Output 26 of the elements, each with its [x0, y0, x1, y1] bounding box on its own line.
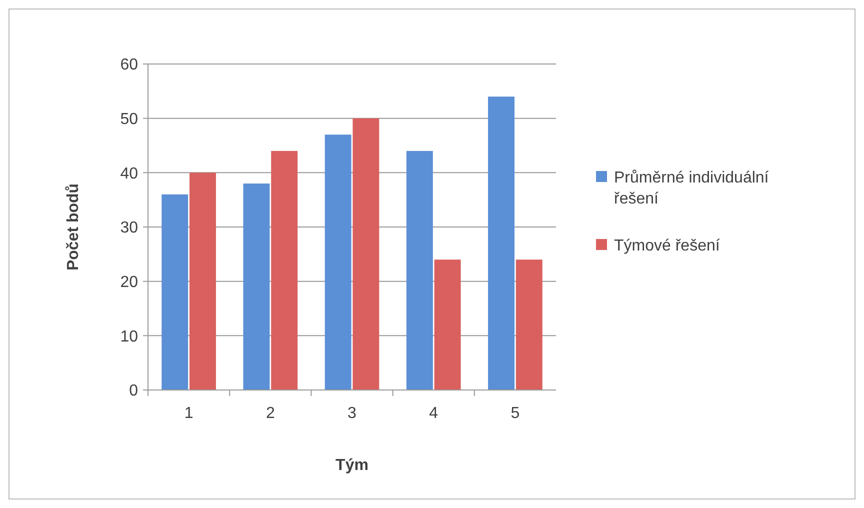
y-tick-label: 40: [120, 165, 138, 182]
bar: [271, 150, 298, 390]
bar: [189, 172, 216, 390]
x-tick-label: 1: [184, 405, 194, 422]
x-tick-label: 4: [429, 405, 438, 422]
y-axis-title: Počet bodů: [65, 183, 82, 271]
bar: [434, 260, 461, 390]
bar: [488, 96, 515, 390]
bar: [406, 150, 433, 390]
x-tick-label: 2: [266, 405, 275, 422]
bar: [516, 260, 542, 390]
y-tick-label: 10: [120, 328, 138, 346]
legend-label: Týmové řešení: [614, 238, 720, 255]
x-tick-label: 3: [348, 405, 357, 422]
legend-label: Průměrné individuální řešení: [614, 170, 770, 208]
bar: [324, 134, 352, 390]
y-tick-label: 20: [120, 274, 138, 291]
x-axis-title: Tým: [336, 457, 368, 474]
bar: [352, 118, 380, 390]
y-tick-label: 30: [120, 220, 138, 237]
y-tick-label: 50: [120, 110, 138, 128]
bar: [243, 184, 270, 390]
y-tick-label: 60: [120, 56, 138, 74]
bar: [162, 194, 188, 390]
x-tick-label: 5: [510, 405, 520, 422]
y-tick-label: 0: [129, 382, 138, 400]
